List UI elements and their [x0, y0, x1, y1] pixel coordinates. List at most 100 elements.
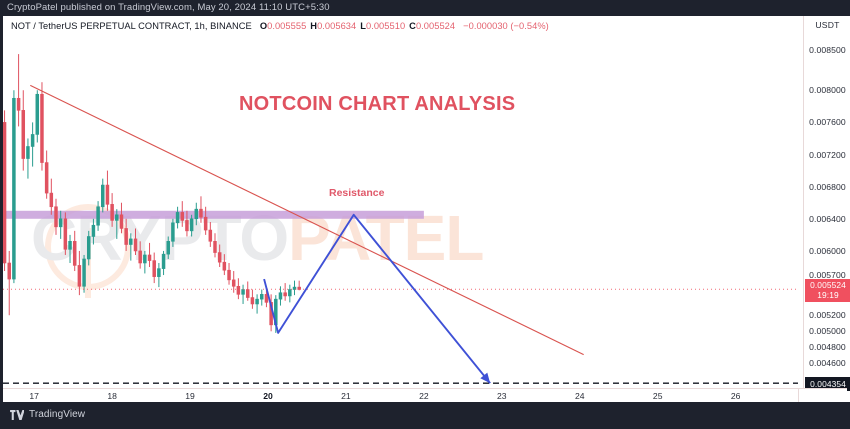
candle-body	[138, 250, 142, 264]
current-price-badge[interactable]: 0.005524 19:19	[805, 279, 850, 303]
legend-high-label: H	[310, 21, 318, 31]
candle-body	[40, 93, 44, 163]
resistance-band	[3, 210, 424, 219]
candle-body	[175, 212, 180, 224]
candle-body	[185, 220, 189, 232]
price-axis-tick: 0.006400	[809, 213, 846, 224]
candle-body	[222, 261, 227, 271]
candle-body	[12, 97, 16, 280]
candle-body	[292, 286, 297, 290]
candle-body	[54, 206, 58, 228]
candle-body	[63, 218, 68, 250]
tradingview-logo-text: TradingView	[29, 409, 86, 420]
chart-legend[interactable]: NOT / TetherUS PERPETUAL CONTRACT, 1h, B…	[11, 19, 549, 33]
candle-body	[203, 216, 208, 231]
price-axis-tick: 0.007600	[809, 117, 846, 128]
candle-body	[208, 229, 213, 242]
candle-body	[288, 289, 292, 297]
chart-board: NOT / TetherUS PERPETUAL CONTRACT, 1h, B…	[3, 16, 847, 402]
legend-high-value: 0.005634	[317, 21, 357, 31]
time-axis[interactable]: 17 18 19 20 21 22 23 24 25 26	[3, 388, 847, 403]
candle-body	[30, 134, 35, 147]
time-axis-tick: 25	[652, 391, 663, 401]
time-axis-tick: 21	[341, 391, 351, 401]
candle-body	[241, 289, 245, 295]
candle-body	[189, 218, 194, 232]
candle-body	[110, 204, 114, 221]
price-axis-tick: 0.007200	[809, 149, 846, 160]
legend-low-label: L	[360, 21, 366, 31]
current-price-value: 0.005524	[810, 280, 846, 291]
candle-body	[283, 292, 287, 297]
candle-body	[161, 253, 166, 269]
candle-body	[21, 110, 26, 159]
candle-body	[77, 265, 82, 287]
candle-body	[152, 260, 156, 277]
candle-body	[124, 228, 128, 245]
time-axis-tick: 22	[419, 391, 429, 401]
tradingview-logo[interactable]: TradingView	[10, 409, 85, 420]
candle-body	[35, 93, 40, 135]
candle-body	[119, 214, 124, 229]
candle-body	[157, 268, 161, 277]
candle-body	[255, 298, 259, 305]
time-axis-tick: 23	[497, 391, 507, 401]
candle-body	[105, 184, 110, 205]
legend-close-label: C	[409, 21, 416, 31]
candle-body	[245, 289, 250, 298]
time-axis-tick: 24	[574, 391, 585, 401]
current-price-time: 19:19	[817, 289, 839, 300]
time-axis-divider	[798, 389, 799, 403]
price-axis-unit: USDT	[815, 20, 840, 30]
resistance-label: Resistance	[329, 187, 385, 199]
candle-body	[133, 238, 138, 252]
candle-body	[16, 97, 21, 111]
price-axis-tick: 0.004600	[809, 358, 846, 369]
candle-body	[278, 292, 283, 300]
price-axis-tick: 0.008500	[809, 45, 846, 56]
legend-low-value: 0.005510	[365, 21, 406, 31]
candle-body	[91, 224, 96, 237]
tradingview-glyph-icon	[10, 409, 24, 420]
publisher-bar: CryptoPatel published on TradingView.com…	[0, 0, 850, 16]
candle-body	[82, 258, 86, 287]
candle-body	[129, 238, 133, 245]
descending-trendline	[30, 84, 584, 356]
candle-body	[217, 252, 222, 263]
target-price-badge[interactable]: 0.004354	[805, 376, 850, 391]
legend-change-value: −0.000030 (−0.54%)	[463, 21, 549, 31]
price-axis-tick: 0.004800	[809, 342, 846, 353]
candle-body	[147, 254, 152, 261]
candle-body	[199, 208, 203, 218]
candle-body	[236, 285, 241, 295]
projection-path	[263, 213, 491, 384]
legend-open-value: 0.005555	[267, 21, 307, 31]
candle-body	[171, 222, 175, 242]
price-axis-tick: 0.005700	[809, 270, 846, 281]
legend-open-label: O	[259, 21, 268, 31]
price-axis-tick: 0.006000	[809, 245, 846, 256]
projection-arrow-head	[480, 372, 491, 384]
time-axis-tick: 19	[185, 391, 195, 401]
candle-body	[96, 206, 100, 226]
candle-body	[180, 212, 185, 221]
candle-body	[26, 146, 30, 159]
candle-body	[101, 184, 105, 208]
candle-body	[166, 241, 170, 255]
candle-body	[143, 254, 147, 264]
time-axis-tick: 26	[730, 391, 741, 401]
candle-body	[72, 241, 77, 266]
chart-title: NOTCOIN CHART ANALYSIS	[239, 93, 516, 115]
candle-body	[194, 208, 199, 220]
candle-body	[86, 236, 91, 260]
price-axis[interactable]: USDT 0.008500 0.008000 0.007600 0.007200 0.0…	[803, 16, 850, 402]
plot-area[interactable]: CRYPTOPATEL NOTCOIN CHART ANALYSIS Resis…	[3, 34, 798, 402]
time-axis-tick: 17	[29, 391, 39, 401]
candle-body	[115, 214, 119, 221]
price-axis-tick: 0.008000	[809, 85, 846, 96]
candle-body	[3, 122, 7, 264]
price-axis-tick: 0.005200	[809, 310, 846, 321]
candle-body	[227, 269, 231, 281]
footer-bar: TradingView	[0, 402, 850, 429]
